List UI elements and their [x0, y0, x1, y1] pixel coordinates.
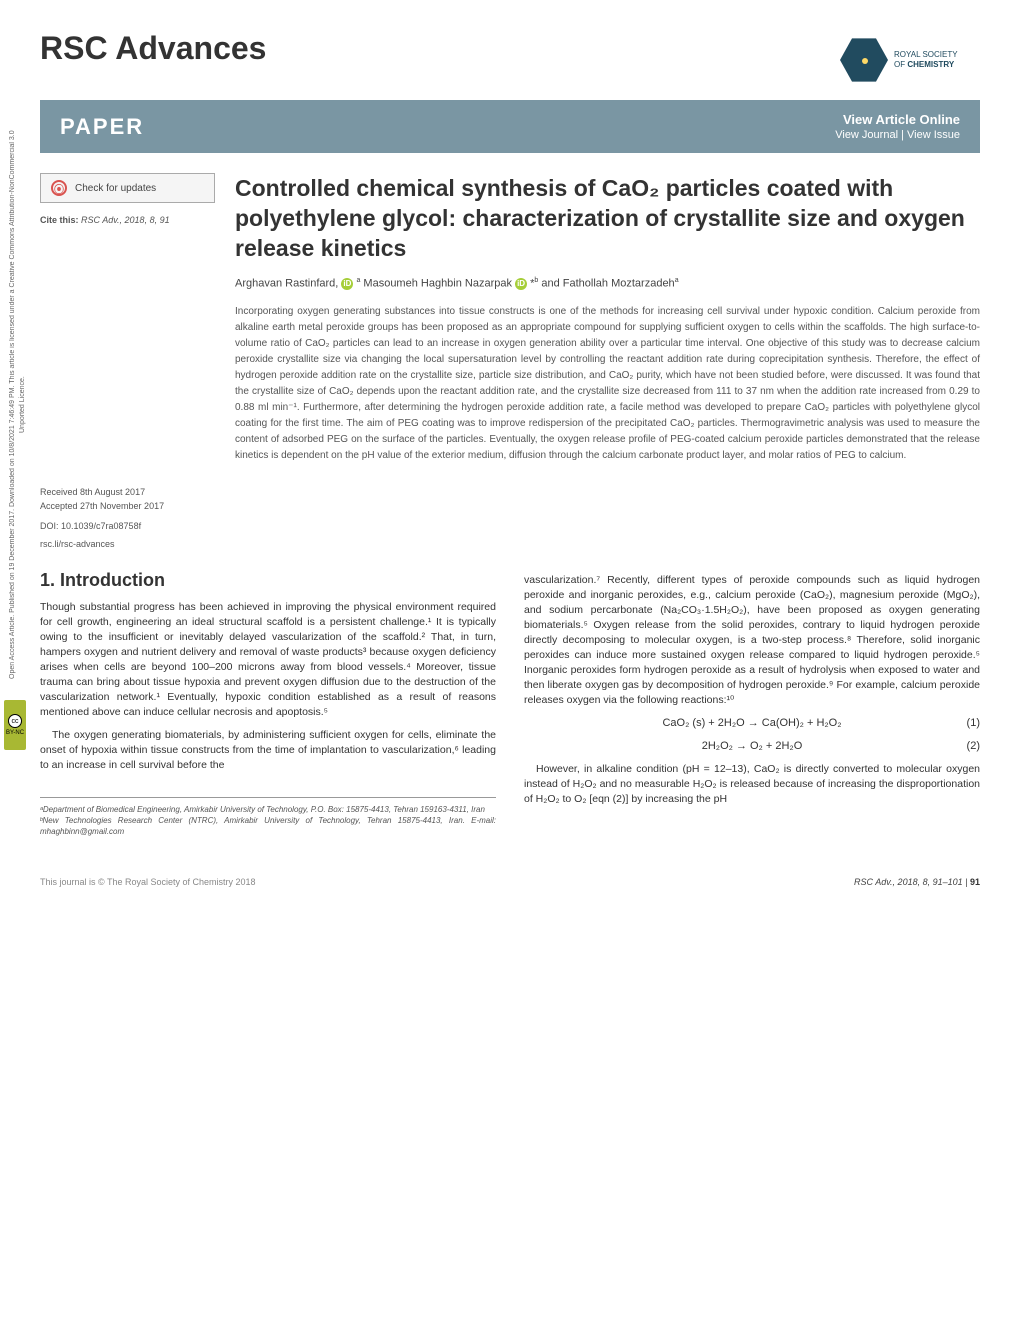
hexagon-icon — [840, 36, 888, 84]
paper-banner: PAPER View Article Online View Journal |… — [40, 100, 980, 153]
article-title: Controlled chemical synthesis of CaO₂ pa… — [235, 173, 980, 263]
rsc-shortlink[interactable]: rsc.li/rsc-advances — [40, 539, 215, 549]
footer: This journal is © The Royal Society of C… — [40, 877, 980, 907]
right-p2: However, in alkaline condition (pH = 12–… — [524, 762, 980, 807]
intro-p1: Though substantial progress has been ach… — [40, 600, 496, 720]
equation-2: 2H₂O₂ → O₂ + 2H₂O (2) — [524, 739, 980, 754]
cite-this: Cite this: RSC Adv., 2018, 8, 91 — [40, 215, 215, 225]
header-row: RSC Advances ROYAL SOCIETY OF CHEMISTRY — [40, 30, 980, 90]
cc-label: BY-NC — [6, 730, 24, 736]
affiliation-b: ᵇNew Technologies Research Center (NTRC)… — [40, 815, 496, 837]
intro-p2: The oxygen generating biomaterials, by a… — [40, 728, 496, 773]
right-p1: vascularization.⁷ Recently, different ty… — [524, 573, 980, 708]
abstract: Incorporating oxygen generating substanc… — [235, 304, 980, 464]
check-updates-button[interactable]: ⦿ Check for updates — [40, 173, 215, 203]
crossmark-icon: ⦿ — [51, 180, 67, 196]
body-section: 1. Introduction Though substantial progr… — [40, 573, 980, 837]
received-date: Received 8th August 2017 — [40, 485, 215, 499]
license-sidebar: Open Access Article. Published on 19 Dec… — [8, 130, 28, 680]
body-left-column: 1. Introduction Though substantial progr… — [40, 573, 496, 837]
footer-page-number: 91 — [970, 877, 980, 887]
left-sidebar: ⦿ Check for updates Cite this: RSC Adv.,… — [40, 173, 215, 549]
publisher-logo: ROYAL SOCIETY OF CHEMISTRY — [840, 30, 980, 90]
equation-1: CaO₂ (s) + 2H₂O → Ca(OH)₂ + H₂O₂ (1) — [524, 716, 980, 731]
eq1-number: (1) — [967, 716, 980, 731]
cite-value: RSC Adv., 2018, 8, 91 — [81, 215, 170, 225]
page-content: RSC Advances ROYAL SOCIETY OF CHEMISTRY … — [40, 0, 980, 907]
dates-block: Received 8th August 2017 Accepted 27th N… — [40, 485, 215, 513]
publisher-text: ROYAL SOCIETY OF CHEMISTRY — [894, 50, 958, 70]
check-updates-label: Check for updates — [75, 183, 156, 194]
view-issue-link[interactable]: View Issue — [907, 129, 960, 141]
footer-page-ref: RSC Adv., 2018, 8, 91–101 | 91 — [854, 877, 980, 887]
affiliation-a: ᵃDepartment of Biomedical Engineering, A… — [40, 804, 496, 815]
publisher-line1: ROYAL SOCIETY — [894, 50, 958, 59]
banner-links: View Article Online View Journal | View … — [835, 112, 960, 141]
footer-copyright: This journal is © The Royal Society of C… — [40, 877, 256, 887]
cite-label: Cite this: — [40, 215, 79, 225]
view-journal-link[interactable]: View Journal — [835, 129, 898, 141]
upper-columns: ⦿ Check for updates Cite this: RSC Adv.,… — [40, 173, 980, 549]
publisher-line2-strong: CHEMISTRY — [907, 60, 954, 69]
eq2-number: (2) — [967, 739, 980, 754]
section-1-heading: 1. Introduction — [40, 573, 496, 588]
body-right-column: vascularization.⁷ Recently, different ty… — [524, 573, 980, 837]
license-text-1: Open Access Article. Published on 19 Dec… — [9, 386, 16, 679]
accepted-date: Accepted 27th November 2017 — [40, 499, 215, 513]
footer-citation: RSC Adv., 2018, 8, 91–101 | — [854, 877, 967, 887]
main-content: Controlled chemical synthesis of CaO₂ pa… — [235, 173, 980, 549]
view-article-online-link[interactable]: View Article Online — [843, 112, 960, 127]
doi: DOI: 10.1039/c7ra08758f — [40, 521, 215, 531]
cc-badge: cc BY-NC — [4, 700, 26, 750]
cc-icon: cc — [8, 714, 22, 728]
paper-label: PAPER — [60, 114, 144, 140]
authors: Arghavan Rastinfard, iD a Masoumeh Haghb… — [235, 277, 980, 290]
affiliations: ᵃDepartment of Biomedical Engineering, A… — [40, 797, 496, 837]
eq2-text: 2H₂O₂ → O₂ + 2H₂O — [702, 740, 803, 752]
eq1-text: CaO₂ (s) + 2H₂O → Ca(OH)₂ + H₂O₂ — [662, 717, 841, 729]
journal-name: RSC Advances — [40, 30, 266, 67]
